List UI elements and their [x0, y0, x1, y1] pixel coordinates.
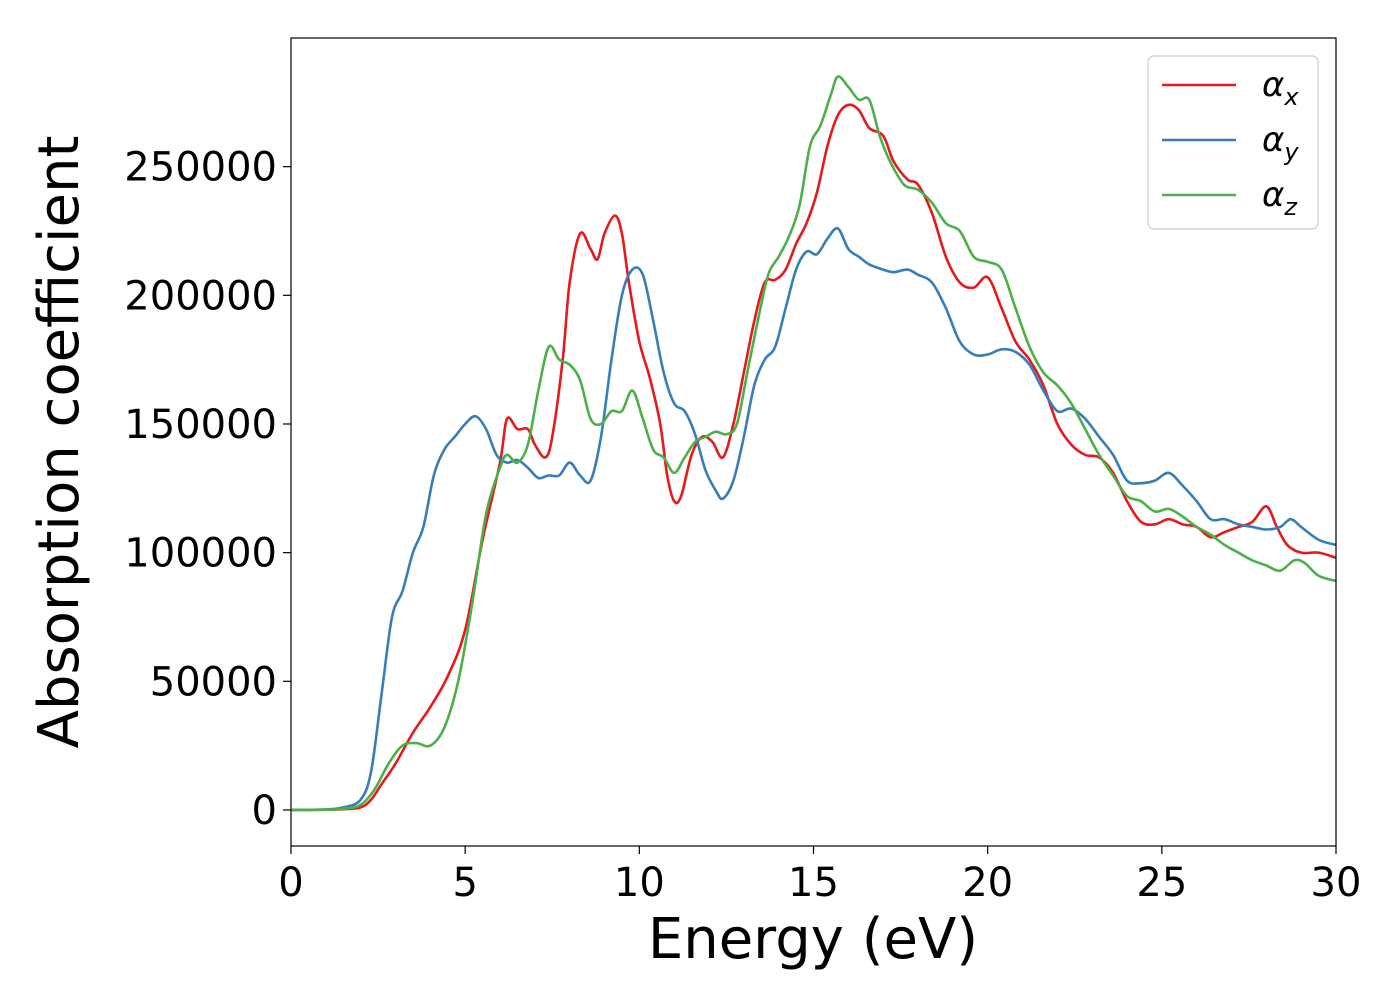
x-tick-label: 30	[1311, 860, 1362, 906]
series-line-x	[291, 103, 1336, 812]
y-tick-label: 50000	[150, 659, 277, 705]
plot-area	[291, 75, 1336, 812]
x-tick-label: 20	[962, 860, 1013, 906]
series-line-y	[291, 226, 1336, 812]
y-tick-label: 100000	[124, 531, 277, 577]
legend-box	[1147, 55, 1319, 230]
legend: αx αy αz	[1147, 55, 1319, 230]
x-tick-label: 10	[614, 860, 665, 906]
y-axis-label: Absorption coefficient	[27, 136, 92, 749]
x-axis-label: Energy (eV)	[648, 907, 978, 972]
series-line-z	[291, 75, 1336, 812]
x-tick-label: 0	[278, 860, 303, 906]
legend-item-y: αy	[1162, 120, 1299, 166]
legend-item-z: αz	[1162, 175, 1298, 221]
x-tick-label: 25	[1136, 860, 1187, 906]
axes: 0 5 10 15 20 25 30 0 50000 100000 150000 200000 2500…	[124, 37, 1362, 906]
x-tick-label: 15	[788, 860, 839, 906]
y-tick-label: 200000	[124, 273, 277, 319]
x-tick-label: 5	[452, 860, 477, 906]
y-tick-label: 250000	[124, 145, 277, 191]
legend-label: αx	[1262, 65, 1299, 111]
y-tick-label: 0	[252, 788, 277, 834]
legend-label: αy	[1262, 120, 1299, 166]
y-tick-label: 150000	[124, 402, 277, 448]
legend-label: αz	[1262, 175, 1298, 221]
legend-item-x: αx	[1162, 65, 1299, 111]
